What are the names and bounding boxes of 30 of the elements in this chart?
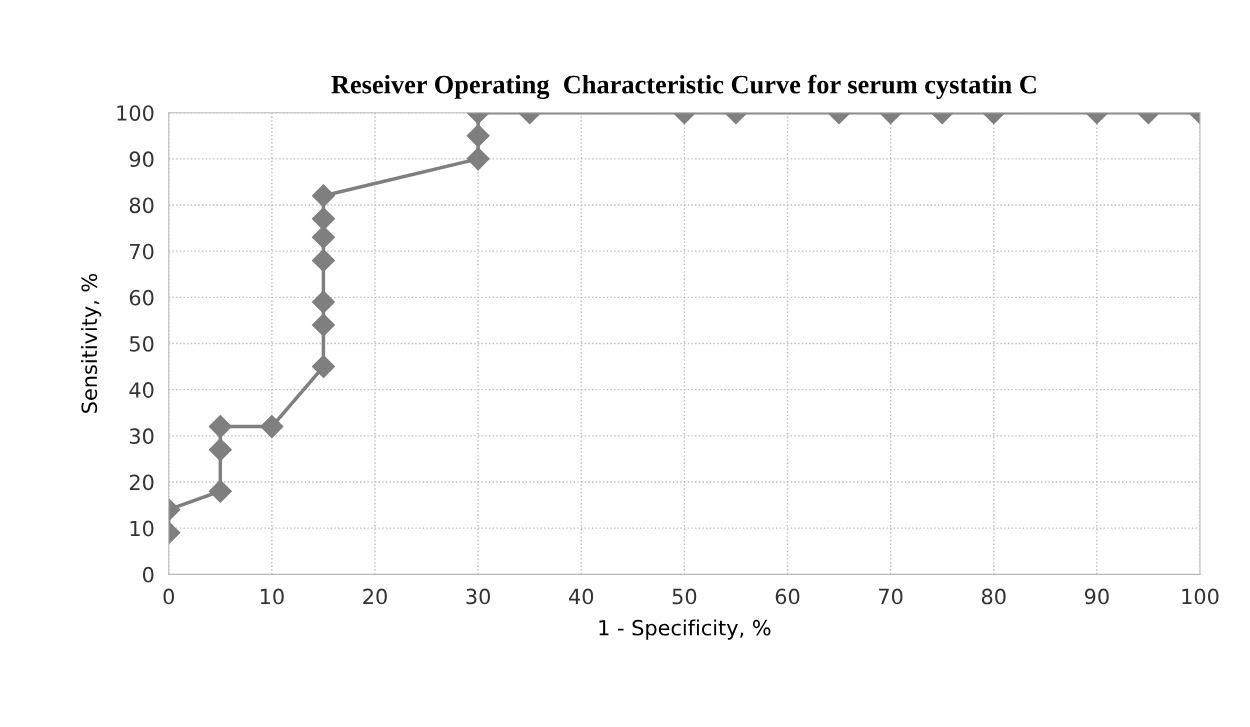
y-tick-label: 70 (130, 243, 154, 260)
point (208, 438, 232, 462)
x-tick-label: 0 (163, 588, 174, 605)
x-axis-title: 1 - Specificity, % (599, 619, 771, 640)
x-tick-label: 50 (672, 588, 697, 605)
y-tick-label: 40 (129, 382, 154, 398)
x-tick-label: 30 (466, 588, 490, 605)
point (208, 479, 232, 503)
x-tick-label: 100 (1182, 588, 1219, 605)
x-tick-label: 90 (1084, 588, 1109, 605)
point (311, 355, 335, 379)
y-tick-label: 20 (129, 474, 154, 491)
x-tick-label: 80 (981, 588, 1006, 605)
y-axis-title: Sensitivity, % (81, 273, 102, 413)
chart-title: Reseiver Operating Characteristic Curve for serum cystatin C (331, 74, 1036, 100)
y-tick-label: 90 (129, 151, 154, 168)
y-tick-label: 10 (130, 520, 154, 537)
x-tick-label: 70 (879, 588, 903, 605)
y-tick-label: 50 (129, 335, 154, 352)
point (260, 415, 284, 439)
y-tick-label: 0 (142, 566, 154, 583)
y-tick-label: 60 (129, 289, 154, 306)
x-tick-label: 20 (363, 588, 387, 605)
y-tick-label: 80 (129, 197, 154, 214)
x-tick-label: 40 (569, 588, 594, 605)
x-tick-label: 10 (260, 588, 284, 605)
x-tick-label: 60 (775, 588, 800, 605)
point (208, 415, 232, 439)
y-tick-label: 100 (117, 105, 154, 121)
y-tick-label: 30 (129, 428, 154, 445)
